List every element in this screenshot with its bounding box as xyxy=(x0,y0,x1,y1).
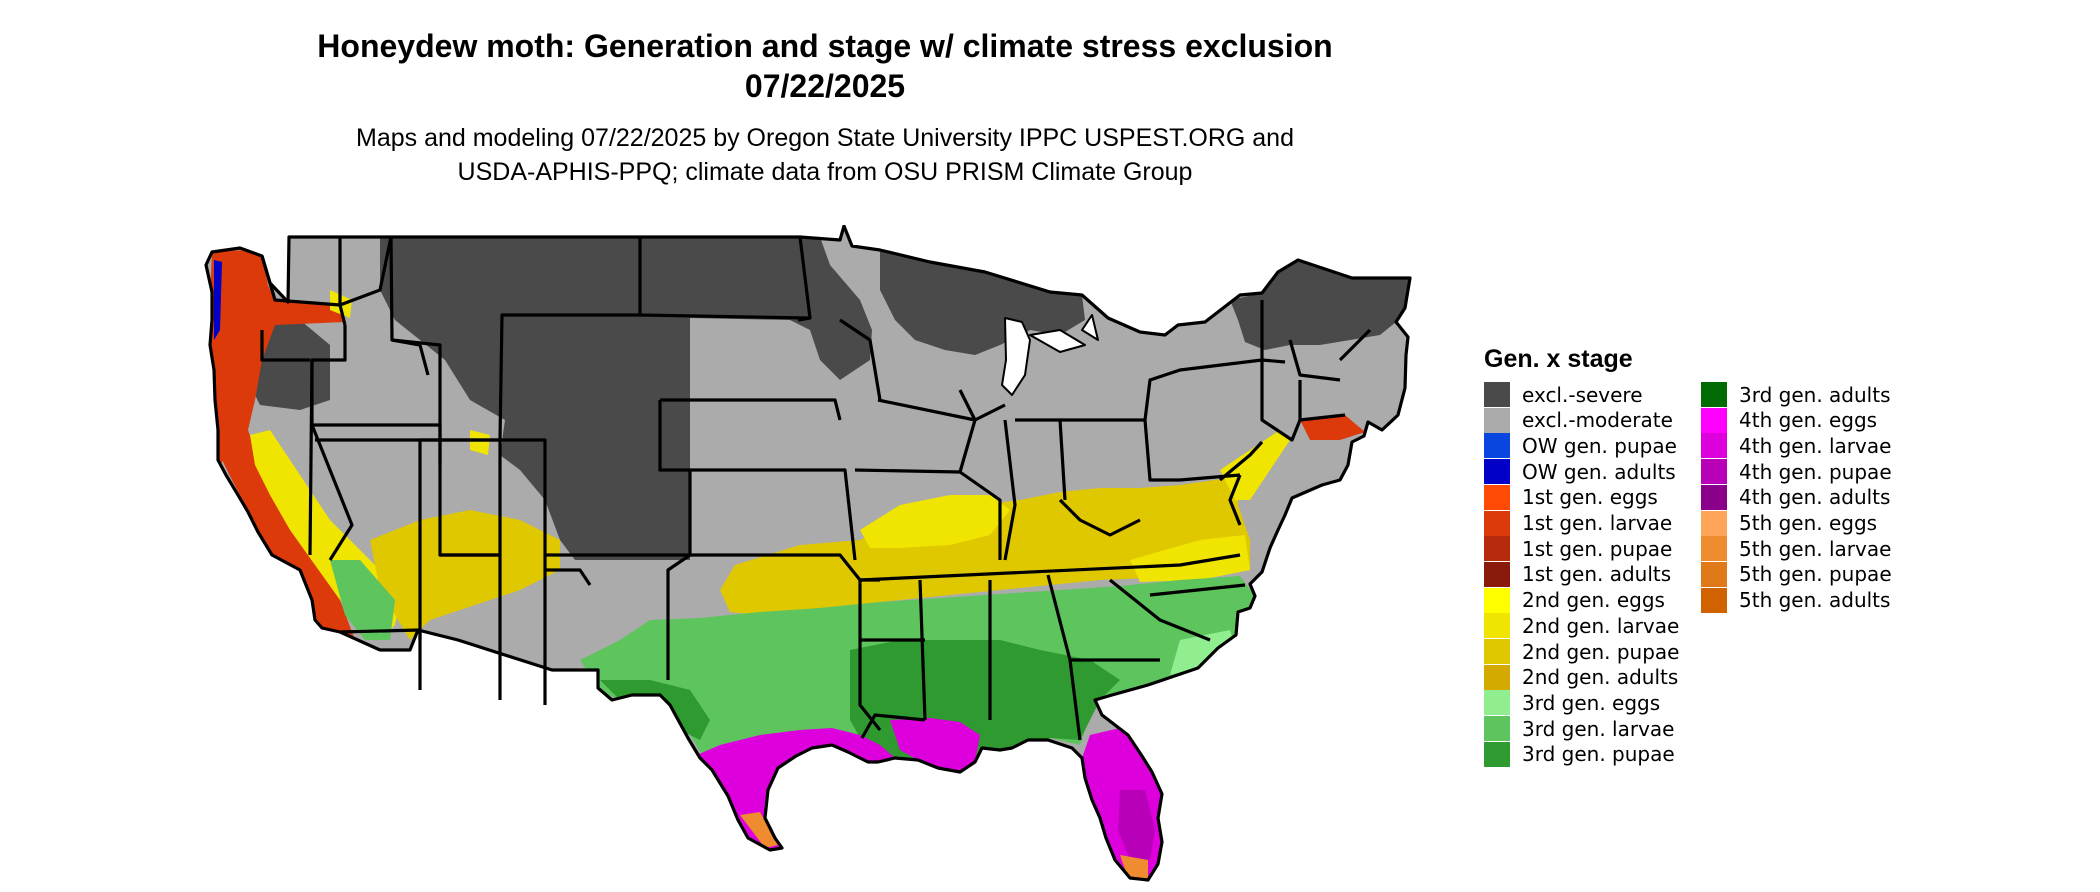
legend-label: 4th gen. pupae xyxy=(1739,459,1892,484)
credit-line-1: Maps and modeling 07/22/2025 by Oregon S… xyxy=(356,124,1294,152)
us-map xyxy=(204,225,1412,882)
legend-item: 3rd gen. eggs xyxy=(1484,690,1661,716)
legend-title: Gen. x stage xyxy=(1484,345,1633,373)
legend-swatch xyxy=(1484,561,1510,587)
legend-label: 3rd gen. pupae xyxy=(1522,742,1675,767)
legend-swatch xyxy=(1484,639,1510,664)
legend-swatch xyxy=(1701,484,1727,510)
legend-swatch xyxy=(1484,716,1510,742)
legend-swatch xyxy=(1484,587,1510,613)
legend-item: 3rd gen. larvae xyxy=(1484,716,1675,742)
legend-swatch xyxy=(1484,407,1510,433)
legend-item: 4th gen. adults xyxy=(1701,484,1891,510)
legend-item: 4th gen. pupae xyxy=(1701,459,1892,485)
legend-label: 3rd gen. eggs xyxy=(1522,690,1661,715)
legend-item: 1st gen. pupae xyxy=(1484,536,1673,562)
legend-item: 5th gen. adults xyxy=(1701,587,1891,613)
legend-item: OW gen. adults xyxy=(1484,459,1676,485)
legend-swatch xyxy=(1484,613,1510,639)
legend-item: OW gen. pupae xyxy=(1484,433,1677,459)
legend-swatch xyxy=(1701,382,1727,407)
boundaries xyxy=(204,225,1412,882)
legend-label: 3rd gen. adults xyxy=(1739,382,1891,407)
legend-label: 3rd gen. larvae xyxy=(1522,716,1675,741)
legend-item: 1st gen. eggs xyxy=(1484,484,1658,510)
legend-item: 5th gen. pupae xyxy=(1701,561,1892,587)
legend-swatch xyxy=(1484,433,1510,459)
legend-label: 2nd gen. adults xyxy=(1522,665,1679,690)
legend-label: 5th gen. pupae xyxy=(1739,562,1892,587)
legend-item: 2nd gen. adults xyxy=(1484,664,1679,690)
legend-swatch xyxy=(1484,664,1510,690)
legend-swatch xyxy=(1701,510,1727,536)
legend-item: 2nd gen. larvae xyxy=(1484,613,1680,639)
legend-swatch xyxy=(1484,741,1510,767)
legend-swatch xyxy=(1701,459,1727,485)
legend-item: excl.-severe xyxy=(1484,382,1643,407)
legend-label: 5th gen. larvae xyxy=(1739,536,1892,561)
legend-item: 5th gen. larvae xyxy=(1701,536,1892,562)
legend-swatch xyxy=(1701,536,1727,562)
legend-label: OW gen. adults xyxy=(1522,459,1676,484)
legend-swatch xyxy=(1484,484,1510,510)
legend-item: 4th gen. larvae xyxy=(1701,433,1892,459)
legend-label: 2nd gen. pupae xyxy=(1522,639,1680,664)
legend-label: 4th gen. larvae xyxy=(1739,433,1892,458)
legend-label: 1st gen. pupae xyxy=(1522,536,1673,561)
legend-swatch xyxy=(1484,510,1510,536)
legend-item: 5th gen. eggs xyxy=(1701,510,1878,536)
legend-label: excl.-moderate xyxy=(1522,408,1673,433)
map-date: 07/22/2025 xyxy=(744,68,906,104)
legend-label: 4th gen. adults xyxy=(1739,485,1891,510)
legend-label: 1st gen. larvae xyxy=(1522,511,1673,535)
legend-item: 1st gen. larvae xyxy=(1484,510,1673,536)
legend-item: 2nd gen. eggs xyxy=(1484,587,1665,613)
legend-item: 2nd gen. pupae xyxy=(1484,639,1679,664)
legend-swatch xyxy=(1484,459,1510,485)
legend-swatch xyxy=(1701,433,1727,459)
legend-label: 1st gen. adults xyxy=(1522,562,1672,587)
legend-item: excl.-moderate xyxy=(1484,407,1673,433)
legend-swatch xyxy=(1701,407,1727,433)
legend-swatch xyxy=(1484,536,1510,562)
legend-swatch xyxy=(1484,382,1510,407)
legend-swatch xyxy=(1701,561,1727,587)
credit-line-2: USDA-APHIS-PPQ; climate data from OSU PR… xyxy=(457,158,1193,186)
legend-item: 3rd gen. adults xyxy=(1701,382,1890,407)
legend-label: 1st gen. eggs xyxy=(1522,485,1658,510)
legend-label: 5th gen. eggs xyxy=(1739,511,1878,535)
legend-label: excl.-severe xyxy=(1522,382,1643,407)
map-title: Honeydew moth: Generation and stage w/ c… xyxy=(317,28,1333,64)
legend-item: 4th gen. eggs xyxy=(1701,407,1878,433)
legend-label: OW gen. pupae xyxy=(1522,433,1677,458)
legend-swatch xyxy=(1484,690,1510,716)
legend-label: 2nd gen. larvae xyxy=(1522,613,1680,638)
legend-label: 5th gen. adults xyxy=(1739,588,1891,613)
legend-label: 4th gen. eggs xyxy=(1739,408,1878,433)
legend-label: 2nd gen. eggs xyxy=(1522,588,1665,613)
legend-swatch xyxy=(1701,587,1727,613)
legend-item: 1st gen. adults xyxy=(1484,561,1672,587)
legend-item: 3rd gen. pupae xyxy=(1484,741,1675,767)
